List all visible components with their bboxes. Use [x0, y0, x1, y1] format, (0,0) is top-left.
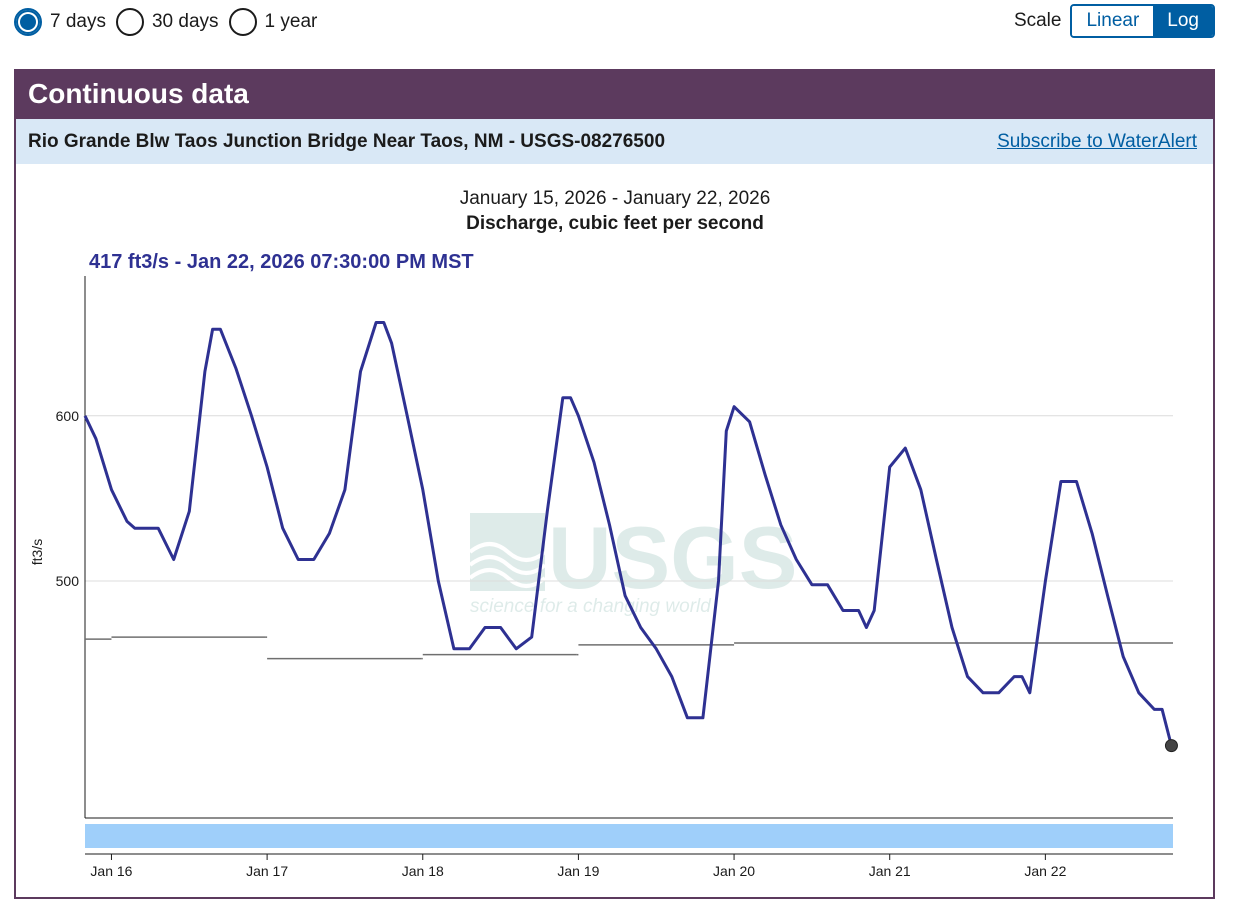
scale-log-button[interactable]: Log	[1153, 6, 1213, 36]
period-option-label: 7 days	[50, 11, 106, 32]
continuous-data-panel: Continuous data Rio Grande Blw Taos Junc…	[14, 69, 1215, 899]
series	[83, 321, 1178, 753]
chart-date-range: January 15, 2026 - January 22, 2026	[460, 188, 771, 209]
svg-text:science for a changing world: science for a changing world	[470, 596, 712, 617]
site-name: Rio Grande Blw Taos Junction Bridge Near…	[28, 130, 666, 152]
radio-unchecked-icon[interactable]	[115, 8, 144, 36]
radio-unchecked-icon[interactable]	[228, 8, 257, 36]
radio-checked-icon[interactable]	[14, 8, 42, 36]
scale-selector: Scale Linear Log	[1014, 4, 1215, 38]
period-option-1-year[interactable]: 1 year	[228, 8, 318, 36]
chart-title: Discharge, cubic feet per second	[466, 213, 764, 234]
y-tick-label: 500	[56, 573, 80, 589]
discharge-series-line	[83, 321, 1173, 746]
x-tick-label: Jan 21	[869, 863, 911, 879]
period-option-7-days[interactable]: 7 days	[14, 8, 106, 36]
subscribe-wateralert-link[interactable]: Subscribe to WaterAlert	[997, 130, 1197, 152]
scale-label: Scale	[1013, 10, 1062, 31]
y-tick-label: 600	[56, 408, 80, 424]
y-axis-label: ft3/s	[29, 539, 45, 565]
x-tick-label: Jan 22	[1024, 863, 1066, 879]
site-bar: Rio Grande Blw Taos Junction Bridge Near…	[16, 119, 1213, 164]
period-selector: 7 days 30 days 1 year	[14, 8, 327, 36]
usgs-watermark-logo: USGS science for a changing world	[468, 508, 797, 617]
scale-toggle-group: Linear Log	[1070, 4, 1215, 38]
period-option-label: 1 year	[264, 11, 318, 32]
period-option-30-days[interactable]: 30 days	[115, 8, 219, 36]
x-tick-label: Jan 20	[713, 863, 755, 879]
y-axis: ft3/s 600 500	[29, 276, 86, 818]
x-tick-label: Jan 19	[557, 863, 599, 879]
current-value-readout: 417 ft3/s - Jan 22, 2026 07:30:00 PM MST	[89, 251, 474, 273]
panel-title: Continuous data	[16, 71, 1213, 119]
period-option-label: 30 days	[151, 11, 219, 32]
x-tick-label: Jan 16	[90, 863, 132, 879]
scale-linear-button[interactable]: Linear	[1072, 6, 1154, 36]
current-value-point[interactable]	[1164, 739, 1178, 753]
gridlines	[85, 415, 1173, 582]
x-tick-label: Jan 17	[246, 863, 288, 879]
x-tick-label: Jan 18	[402, 863, 444, 879]
brush-slider[interactable]	[85, 824, 1173, 848]
svg-text:USGS: USGS	[548, 508, 797, 607]
x-axis: Jan 16 Jan 17 Jan 18 Jan 19 Jan 20 Jan 21 Jan …	[85, 853, 1173, 879]
